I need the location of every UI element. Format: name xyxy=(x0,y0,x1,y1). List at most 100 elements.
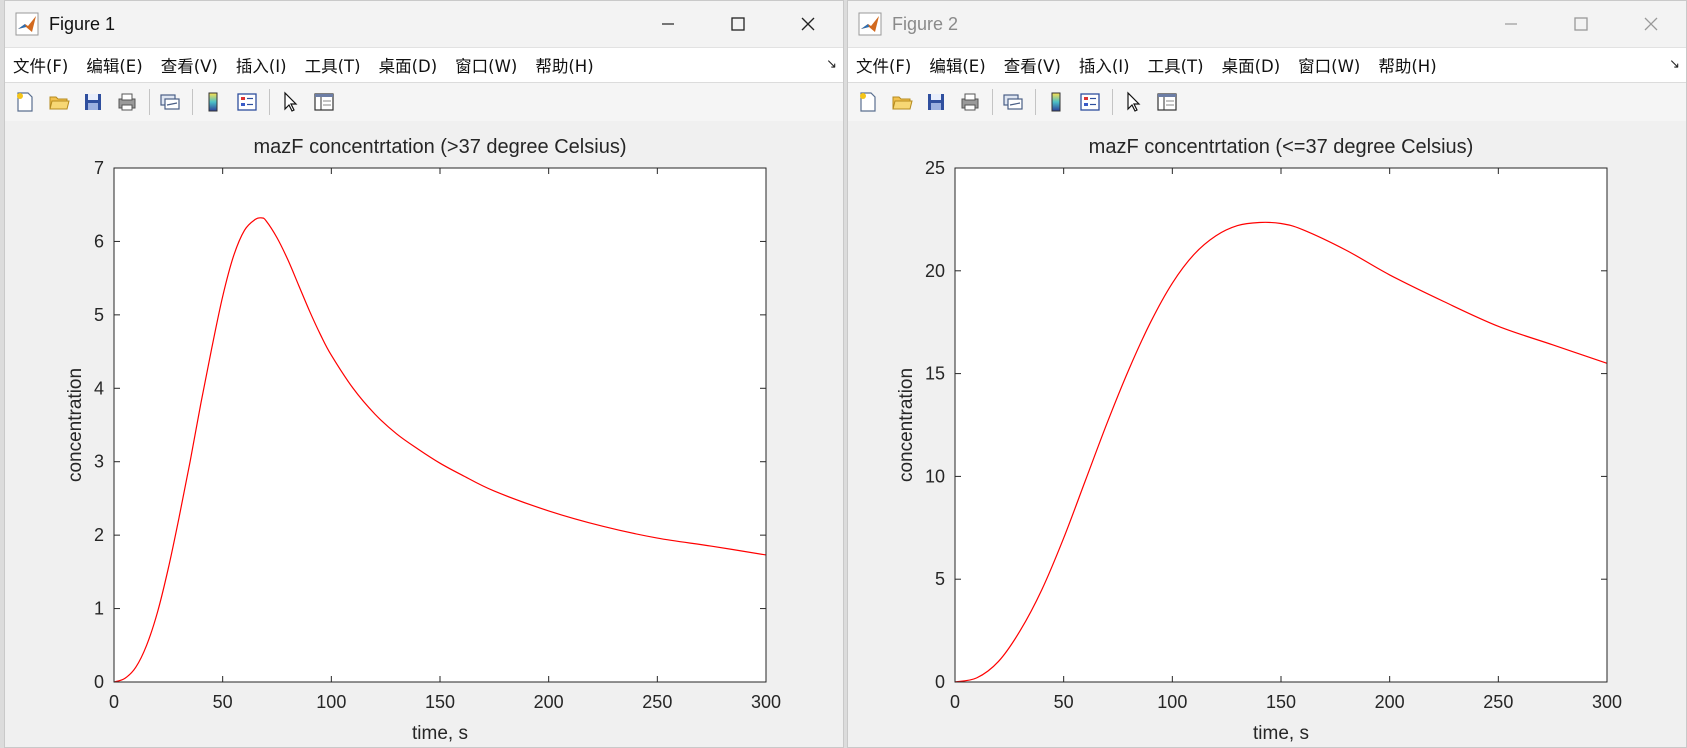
x-tick-label: 50 xyxy=(213,692,233,712)
menu-desktop[interactable]: 桌面(D) xyxy=(1221,57,1281,76)
concentration-curve-1[interactable] xyxy=(113,217,767,683)
new-figure-icon xyxy=(860,92,876,112)
x-tick-label: 250 xyxy=(1483,692,1513,712)
insert-legend-icon xyxy=(1080,93,1100,111)
x-tick-label: 250 xyxy=(642,692,672,712)
insert-colorbar-button[interactable] xyxy=(1042,88,1070,116)
axes-background xyxy=(955,168,1607,682)
x-tick-label: 300 xyxy=(1592,692,1622,712)
x-tick-label: 0 xyxy=(950,692,960,712)
concentration-chart-2[interactable]: 0 50 100 150 200 250 300 0 5 10 15 20 25 mazF concen… xyxy=(848,121,1686,748)
y-tick-label: 5 xyxy=(94,305,104,325)
close-icon xyxy=(1644,17,1658,31)
property-inspector-button[interactable] xyxy=(1153,88,1181,116)
menu-view[interactable]: 查看(V) xyxy=(160,57,218,76)
menu-edit[interactable]: 编辑(E) xyxy=(929,57,986,76)
menu-insert[interactable]: 插入(I) xyxy=(1078,57,1130,76)
save-icon xyxy=(85,94,101,110)
figure-1-plot-area: 0 50 100 150 200 250 300 0 1 2 3 4 5 6 7 mazF concentr… xyxy=(5,121,843,748)
menu-tools[interactable]: 工具(T) xyxy=(304,57,361,76)
new-figure-button[interactable] xyxy=(854,88,882,116)
open-file-icon xyxy=(892,96,913,110)
insert-colorbar-button[interactable] xyxy=(199,88,227,116)
toolbar-separator xyxy=(1035,89,1036,115)
y-tick-label: 1 xyxy=(94,599,104,619)
new-figure-icon xyxy=(17,92,33,112)
chart-title: mazF concentrtation (<=37 degree Celsius… xyxy=(1089,136,1474,158)
figure-2-toolbar xyxy=(848,83,1686,122)
toolbar-separator xyxy=(992,89,993,115)
y-tick-label: 6 xyxy=(94,231,104,251)
close-button[interactable] xyxy=(773,1,843,47)
minimize-icon xyxy=(1505,23,1517,25)
save-icon xyxy=(928,94,944,110)
property-inspector-button[interactable] xyxy=(310,88,338,116)
minimize-button[interactable] xyxy=(1476,1,1546,47)
y-tick-label: 10 xyxy=(925,466,945,486)
dock-arrow-icon[interactable]: ↘ xyxy=(826,57,837,72)
link-plot-icon xyxy=(1003,94,1023,110)
x-tick-label: 300 xyxy=(751,692,781,712)
minimize-icon xyxy=(662,23,674,25)
y-tick-label: 0 xyxy=(94,672,104,692)
figure-1-titlebar[interactable]: Figure 1 xyxy=(5,1,843,48)
axes-frame xyxy=(954,167,1608,683)
menu-desktop[interactable]: 桌面(D) xyxy=(378,57,438,76)
open-file-button[interactable] xyxy=(888,88,916,116)
edit-plot-pointer-icon xyxy=(284,91,298,112)
insert-colorbar-icon xyxy=(208,92,218,112)
print-button[interactable] xyxy=(113,88,141,116)
maximize-button[interactable] xyxy=(703,1,773,47)
x-tick-label: 0 xyxy=(109,692,119,712)
insert-legend-button[interactable] xyxy=(233,88,261,116)
maximize-icon xyxy=(1574,17,1588,31)
new-figure-button[interactable] xyxy=(11,88,39,116)
figure-2-menubar: 文件(F) 编辑(E) 查看(V) 插入(I) 工具(T) 桌面(D) 窗口(W… xyxy=(848,48,1686,83)
menu-view[interactable]: 查看(V) xyxy=(1003,57,1061,76)
x-axis-label: time, s xyxy=(1253,723,1309,744)
figure-1-menubar: 文件(F) 编辑(E) 查看(V) 插入(I) 工具(T) 桌面(D) 窗口(W… xyxy=(5,48,843,83)
menu-edit[interactable]: 编辑(E) xyxy=(86,57,143,76)
figure-2-window-controls xyxy=(1476,1,1686,47)
figure-2-titlebar[interactable]: Figure 2 xyxy=(848,1,1686,48)
y-tick-label: 3 xyxy=(94,452,104,472)
save-button[interactable] xyxy=(922,88,950,116)
edit-plot-button[interactable] xyxy=(1119,88,1147,116)
y-axis-label: concentration xyxy=(896,368,917,482)
print-button[interactable] xyxy=(956,88,984,116)
menu-help[interactable]: 帮助(H) xyxy=(535,57,594,76)
property-inspector-icon xyxy=(1157,93,1177,111)
axes-background xyxy=(114,168,766,682)
concentration-chart-1[interactable]: 0 50 100 150 200 250 300 0 1 2 3 4 5 6 7 mazF concentr… xyxy=(5,121,843,748)
link-plot-icon xyxy=(160,94,180,110)
toolbar-separator xyxy=(1112,89,1113,115)
y-tick-label: 4 xyxy=(94,378,104,398)
minimize-button[interactable] xyxy=(633,1,703,47)
menu-tools[interactable]: 工具(T) xyxy=(1147,57,1204,76)
maximize-button[interactable] xyxy=(1546,1,1616,47)
link-plot-button[interactable] xyxy=(999,88,1027,116)
insert-legend-button[interactable] xyxy=(1076,88,1104,116)
dock-arrow-icon[interactable]: ↘ xyxy=(1669,57,1680,72)
link-plot-button[interactable] xyxy=(156,88,184,116)
menu-help[interactable]: 帮助(H) xyxy=(1378,57,1437,76)
insert-legend-icon xyxy=(237,93,257,111)
menu-insert[interactable]: 插入(I) xyxy=(235,57,287,76)
menu-file[interactable]: 文件(F) xyxy=(13,57,69,76)
y-tick-label: 2 xyxy=(94,525,104,545)
x-tick-label: 100 xyxy=(316,692,346,712)
save-button[interactable] xyxy=(79,88,107,116)
concentration-curve-2[interactable] xyxy=(954,221,1608,683)
edit-plot-button[interactable] xyxy=(276,88,304,116)
menu-window[interactable]: 窗口(W) xyxy=(1298,57,1361,76)
edit-plot-pointer-icon xyxy=(1127,91,1141,112)
open-file-button[interactable] xyxy=(45,88,73,116)
menu-file[interactable]: 文件(F) xyxy=(856,57,912,76)
y-tick-label: 15 xyxy=(925,364,945,384)
x-tick-label: 150 xyxy=(425,692,455,712)
menu-window[interactable]: 窗口(W) xyxy=(455,57,518,76)
insert-colorbar-icon xyxy=(1051,92,1061,112)
print-icon xyxy=(118,93,136,111)
close-button[interactable] xyxy=(1616,1,1686,47)
